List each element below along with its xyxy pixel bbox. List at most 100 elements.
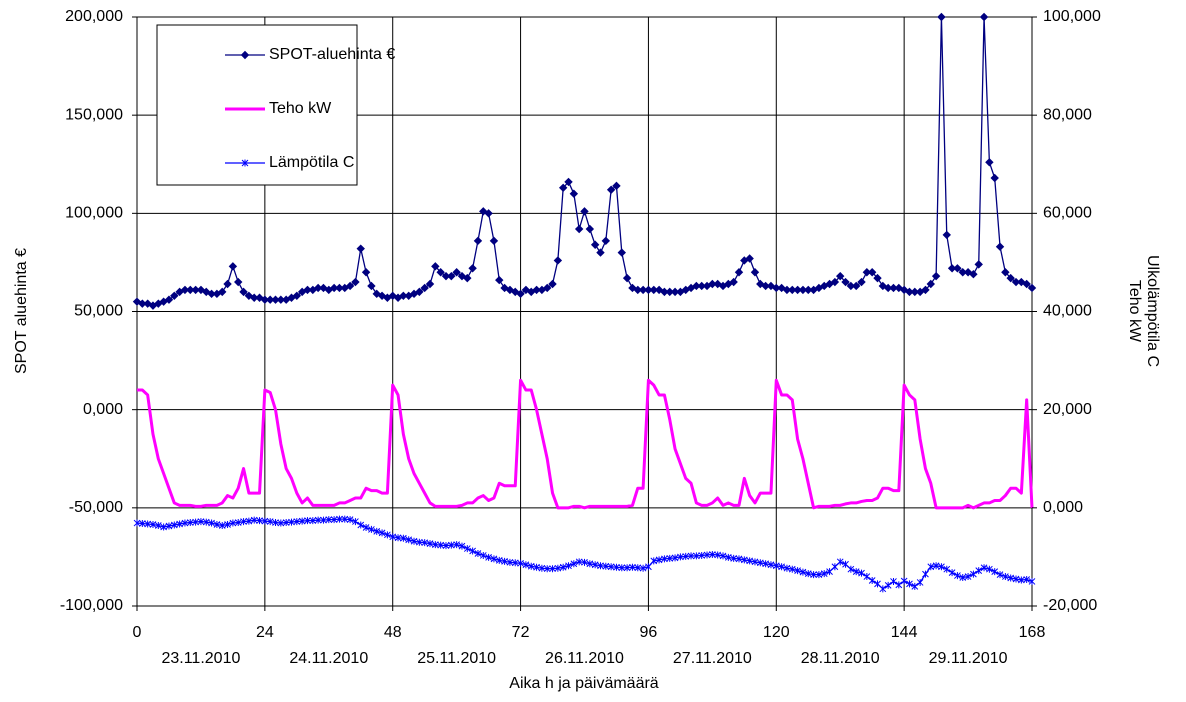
marker xyxy=(629,563,636,571)
series-line xyxy=(137,378,1034,510)
marker xyxy=(474,549,482,557)
marker xyxy=(826,568,833,576)
marker xyxy=(164,295,174,304)
date-label: 26.11.2010 xyxy=(545,650,624,667)
series xyxy=(132,12,1037,310)
marker xyxy=(1017,576,1025,584)
marker xyxy=(288,518,295,526)
marker xyxy=(468,264,477,273)
marker xyxy=(192,518,199,526)
marker xyxy=(415,287,424,297)
marker xyxy=(852,568,860,576)
marker xyxy=(485,553,492,561)
marker xyxy=(223,279,232,289)
marker xyxy=(703,551,711,559)
marker xyxy=(415,538,423,546)
marker xyxy=(756,279,765,289)
marker xyxy=(922,570,929,578)
marker xyxy=(980,564,988,572)
legend-label: SPOT-aluehinta € xyxy=(269,46,395,63)
marker xyxy=(762,560,769,568)
marker xyxy=(666,554,674,562)
marker xyxy=(1001,268,1010,277)
marker xyxy=(622,273,632,283)
y2-tick-label: 40,000 xyxy=(1043,303,1092,320)
marker xyxy=(990,173,999,183)
marker xyxy=(143,299,152,308)
marker xyxy=(463,273,472,283)
marker xyxy=(309,517,317,525)
marker xyxy=(565,562,572,570)
y2-tick-label: 20,000 xyxy=(1043,401,1092,418)
marker xyxy=(452,268,461,277)
marker xyxy=(229,519,237,527)
marker xyxy=(160,523,167,531)
marker xyxy=(921,285,930,295)
marker xyxy=(591,561,599,569)
marker xyxy=(479,207,488,216)
marker xyxy=(581,558,588,566)
marker xyxy=(623,564,631,572)
marker xyxy=(234,519,242,527)
axes: -100,000 -50,000 0,000 50,000 100,000 150,000… xyxy=(60,8,1101,667)
marker xyxy=(437,541,445,549)
marker xyxy=(911,582,919,590)
marker xyxy=(218,522,226,530)
marker xyxy=(447,541,455,549)
legend-box xyxy=(156,24,358,186)
marker xyxy=(570,560,578,568)
marker xyxy=(170,521,178,529)
marker xyxy=(970,570,977,578)
marker xyxy=(489,236,499,246)
x-axis-title: Aika h ja päivämäärä xyxy=(509,675,659,692)
marker xyxy=(606,185,616,194)
marker xyxy=(506,558,514,566)
marker xyxy=(874,580,881,588)
marker xyxy=(810,571,817,579)
marker xyxy=(734,268,744,277)
marker xyxy=(149,521,157,529)
marker xyxy=(511,559,519,567)
marker xyxy=(458,542,466,550)
marker xyxy=(991,568,999,576)
marker xyxy=(336,515,343,523)
x-tick-label: 120 xyxy=(763,624,790,641)
marker xyxy=(1007,574,1015,582)
marker xyxy=(766,281,776,291)
x-tick-label: 24 xyxy=(256,624,274,641)
marker xyxy=(650,557,658,565)
date-label: 23.11.2010 xyxy=(161,650,240,667)
marker xyxy=(154,522,162,530)
marker xyxy=(325,516,333,524)
marker xyxy=(986,565,993,573)
marker xyxy=(927,563,935,571)
marker xyxy=(564,177,573,187)
y2-axis-title: Ulkolämpötila C xyxy=(1144,255,1161,367)
marker xyxy=(714,551,722,559)
marker xyxy=(400,534,407,542)
marker xyxy=(719,552,727,560)
marker xyxy=(783,564,791,572)
y-tick-label: 0,000 xyxy=(83,401,123,418)
marker xyxy=(996,571,1004,579)
marker xyxy=(867,268,877,277)
marker xyxy=(533,563,540,571)
marker xyxy=(426,540,434,548)
marker xyxy=(234,277,243,287)
marker xyxy=(495,275,504,285)
marker xyxy=(538,564,546,572)
marker xyxy=(794,567,801,575)
x-tick-label: 96 xyxy=(640,624,658,641)
y2-tick-label: 100,000 xyxy=(1043,8,1101,25)
legend-label: Teho kW xyxy=(269,100,332,117)
marker xyxy=(931,271,941,281)
marker xyxy=(346,516,354,524)
series xyxy=(137,378,1034,510)
marker xyxy=(239,287,248,297)
legend: SPOT-aluehinta € Teho kW Lämpötila C xyxy=(156,24,395,186)
marker xyxy=(442,542,450,550)
marker xyxy=(932,562,940,570)
marker xyxy=(436,268,445,277)
marker xyxy=(884,581,892,589)
